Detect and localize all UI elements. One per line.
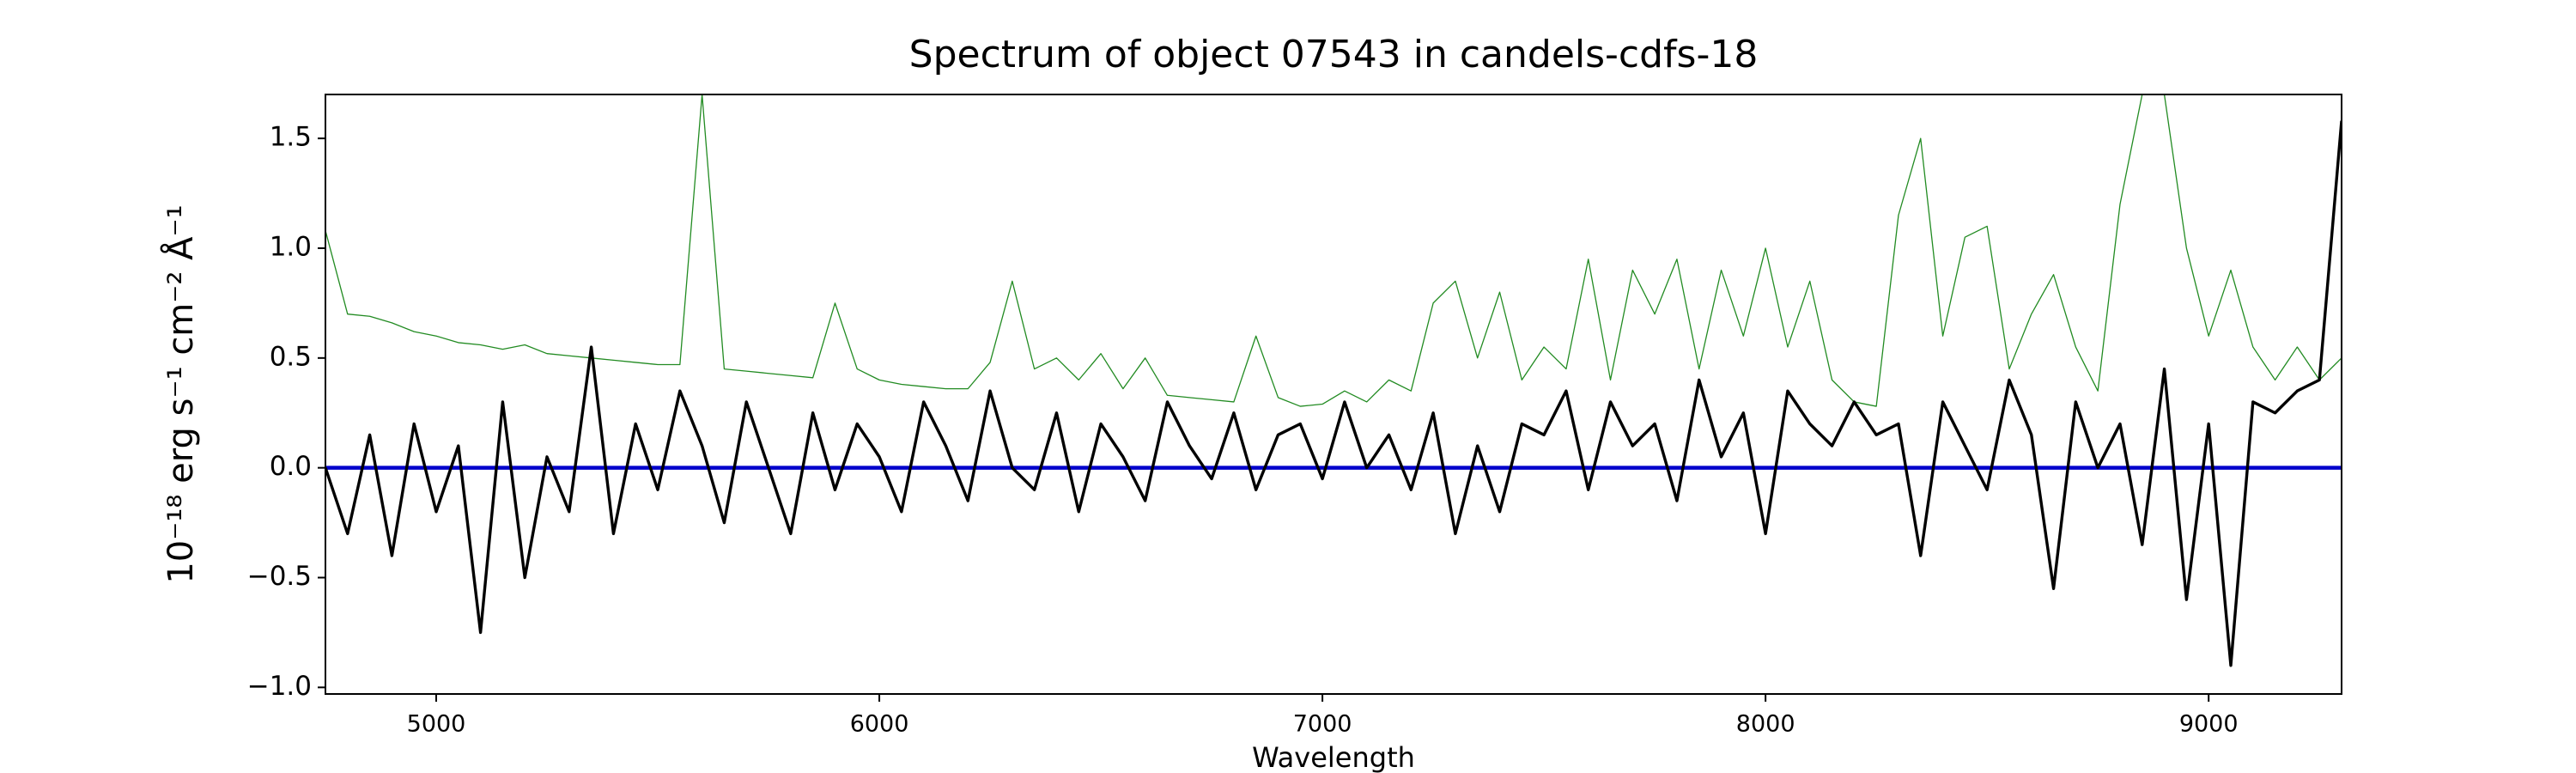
y-tick-label: 0.5 — [270, 341, 312, 372]
spectrum-line — [325, 94, 2342, 407]
x-tick-label: 8000 — [1736, 711, 1795, 738]
y-tick-label: 1.0 — [270, 231, 312, 262]
y-axis-label: 10⁻¹⁸ erg s⁻¹ cm⁻² Å⁻¹ — [160, 204, 201, 583]
x-tick-label: 9000 — [2179, 711, 2239, 738]
x-tick-label: 7000 — [1293, 711, 1352, 738]
x-tick-label: 5000 — [407, 711, 466, 738]
plot-frame — [325, 94, 2342, 695]
y-tick-label: −1.0 — [247, 671, 312, 702]
y-tick-label: 0.0 — [270, 451, 312, 482]
x-axis-label: Wavelength — [1252, 741, 1415, 773]
y-tick-label: −0.5 — [247, 561, 312, 592]
y-tick-label: 1.5 — [270, 122, 312, 153]
x-tick-label: 6000 — [850, 711, 909, 738]
chart-title: Spectrum of object 07543 in candels-cdfs… — [909, 33, 1759, 76]
plot-area — [325, 94, 2342, 667]
spectrum-line — [325, 120, 2342, 667]
